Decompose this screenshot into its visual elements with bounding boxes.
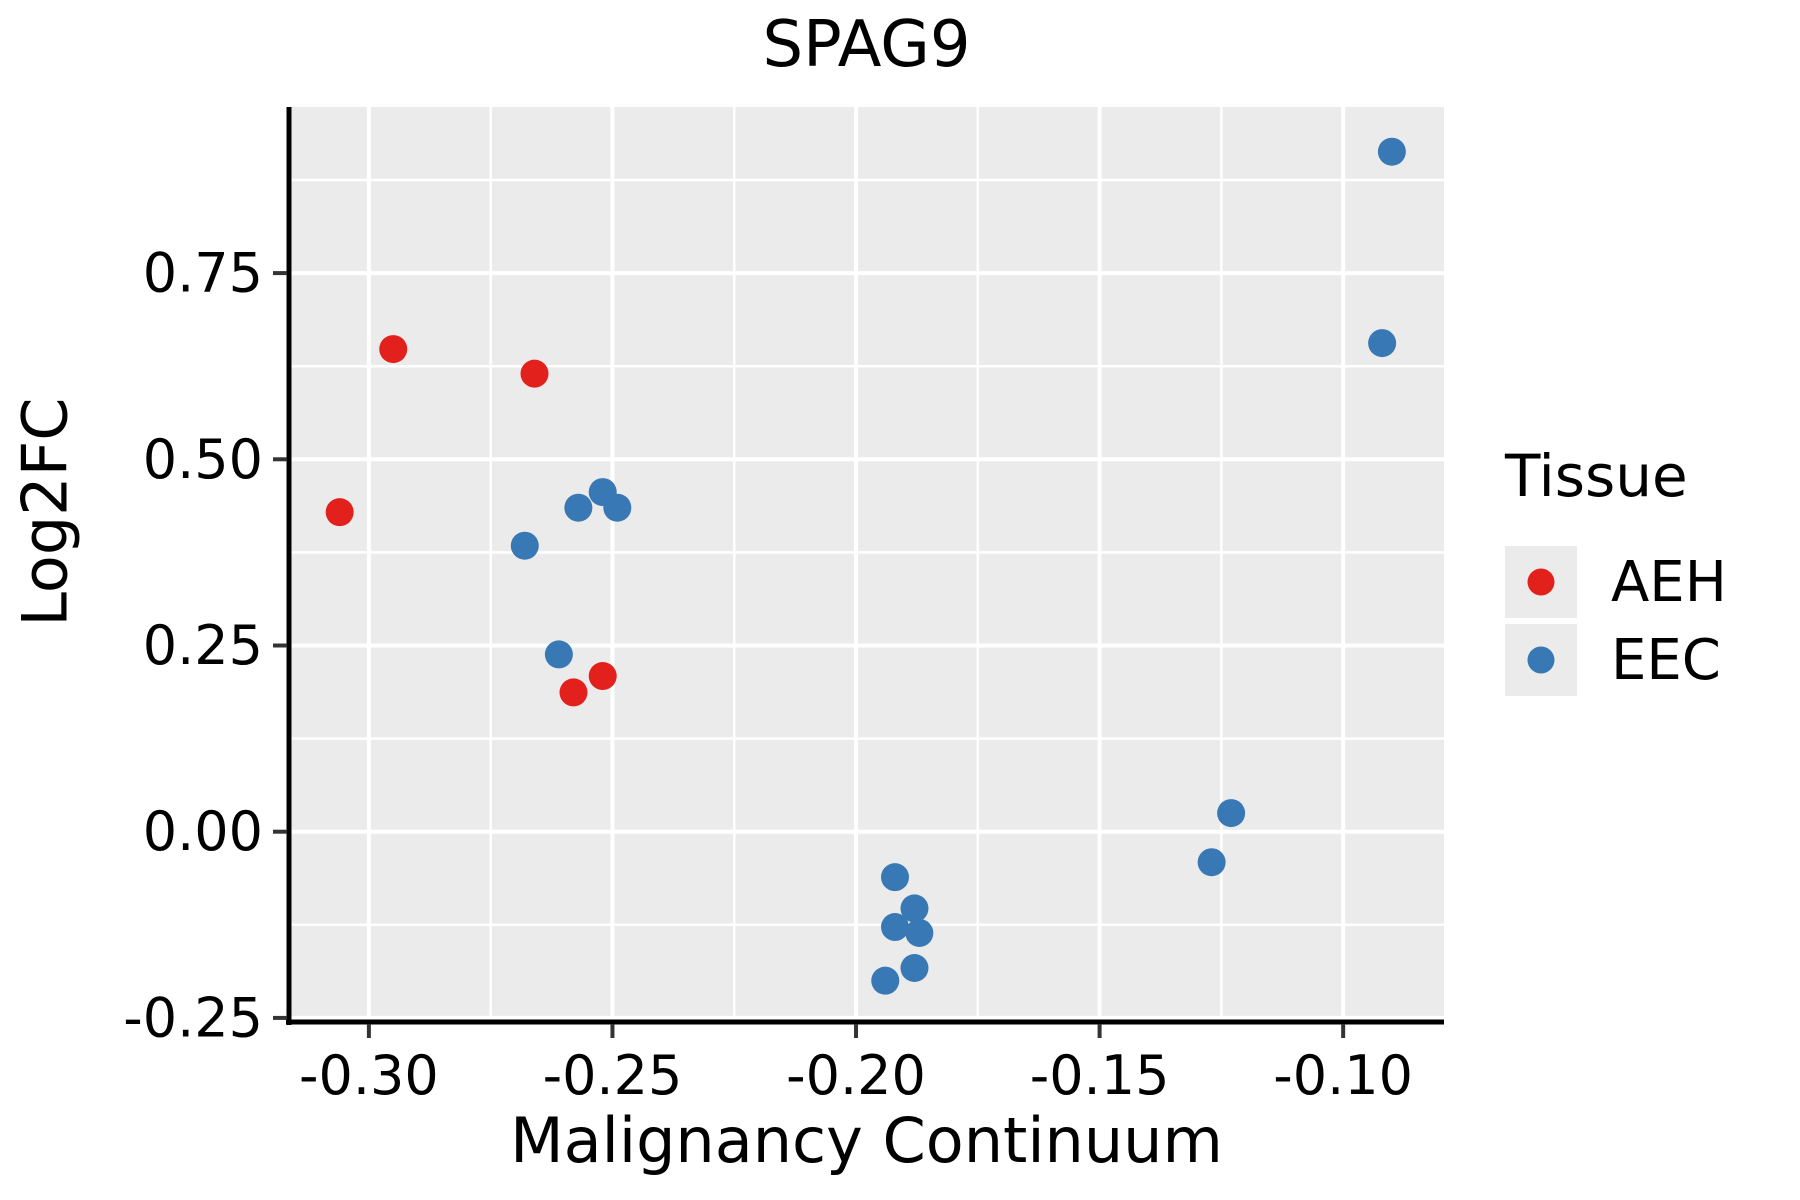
data-point-eec xyxy=(1217,799,1246,828)
eec-point-icon xyxy=(1527,646,1555,674)
data-point-aeh xyxy=(379,335,408,364)
legend-label-eec: EEC xyxy=(1611,627,1721,693)
x-tick-label: -0.25 xyxy=(543,1044,683,1107)
panel-background xyxy=(289,107,1444,1022)
data-point-aeh xyxy=(325,498,354,527)
y-tick-label: 0.75 xyxy=(143,242,263,305)
plot-title: SPAG9 xyxy=(762,8,971,82)
data-point-aeh xyxy=(520,359,549,388)
y-tick-label: 0.50 xyxy=(143,428,263,491)
data-point-eec xyxy=(544,640,573,669)
x-tick-label: -0.10 xyxy=(1273,1044,1413,1107)
data-point-aeh xyxy=(588,662,617,691)
data-point-eec xyxy=(1377,137,1406,166)
legend-item-aeh: AEH xyxy=(1505,546,1727,618)
legend-title: Tissue xyxy=(1505,442,1688,510)
y-tick-label: -0.25 xyxy=(123,986,263,1049)
data-point-eec xyxy=(880,913,909,942)
x-axis-title: Malignancy Continuum xyxy=(510,1104,1223,1177)
data-point-eec xyxy=(900,954,929,983)
legend-key-box xyxy=(1505,546,1577,618)
data-point-eec xyxy=(900,894,929,923)
legend: Tissue AEH EEC xyxy=(1505,442,1727,702)
legend-item-eec: EEC xyxy=(1505,624,1727,696)
data-point-eec xyxy=(871,966,900,995)
x-tick-label: -0.15 xyxy=(1030,1044,1170,1107)
y-tick-label: 0.25 xyxy=(143,614,263,677)
data-point-eec xyxy=(510,531,539,560)
data-point-eec xyxy=(905,918,934,947)
x-tick-label: -0.30 xyxy=(299,1044,439,1107)
y-axis-title: Log2FC xyxy=(8,397,82,627)
data-point-eec xyxy=(564,493,593,522)
data-point-aeh xyxy=(559,678,588,707)
aeh-point-icon xyxy=(1527,568,1555,596)
y-tick-label: 0.00 xyxy=(143,800,263,863)
legend-key-box xyxy=(1505,624,1577,696)
data-point-eec xyxy=(1197,848,1226,877)
legend-label-aeh: AEH xyxy=(1611,549,1727,615)
data-point-eec xyxy=(1368,329,1397,358)
x-tick-label: -0.20 xyxy=(786,1044,926,1107)
data-point-eec xyxy=(880,863,909,892)
data-point-eec xyxy=(603,493,632,522)
